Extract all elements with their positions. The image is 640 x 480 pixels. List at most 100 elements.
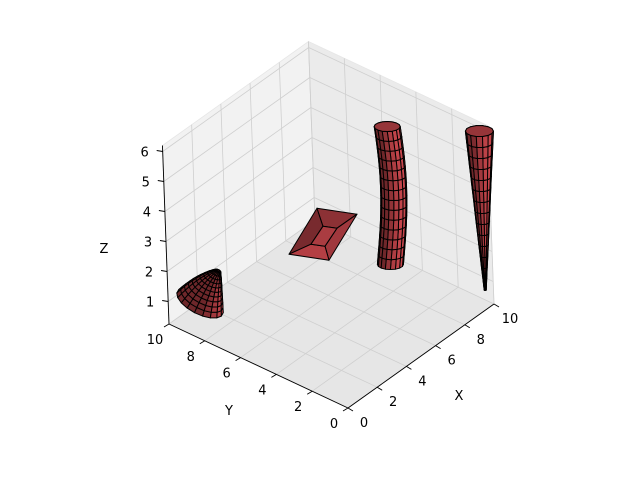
cylinder-facet bbox=[388, 209, 395, 221]
grid-z-back bbox=[166, 167, 314, 272]
y-axis-label: Y bbox=[224, 404, 233, 419]
grid-z-back bbox=[163, 77, 311, 182]
cylinder-facet bbox=[388, 199, 395, 211]
spike-facet bbox=[478, 191, 485, 203]
x-tick-mark bbox=[464, 324, 471, 329]
x-tick-mark bbox=[435, 345, 441, 349]
spike-facet bbox=[482, 146, 489, 159]
spike-facet bbox=[482, 246, 486, 258]
cone-facet bbox=[210, 306, 218, 313]
cone-facet bbox=[213, 291, 219, 298]
x-tick-mark bbox=[347, 407, 354, 412]
grid-x-wall bbox=[278, 62, 287, 241]
x-tick-mark bbox=[406, 366, 412, 370]
grid-y-wall bbox=[308, 41, 316, 221]
z-tick-mark bbox=[156, 150, 163, 152]
x-tick-label: 8 bbox=[477, 333, 485, 348]
grid-z-side bbox=[309, 77, 489, 162]
cylinder-facet bbox=[384, 150, 392, 162]
z-tick-mark bbox=[157, 180, 164, 182]
y-axis-ticks: 0 2 4 6 8 10 bbox=[147, 323, 349, 432]
spike-facet bbox=[475, 136, 484, 148]
spike-facet bbox=[477, 158, 484, 170]
cylinder-facet bbox=[388, 189, 395, 201]
y-axis-line bbox=[168, 323, 349, 409]
axis-lines bbox=[162, 145, 495, 409]
spike-facet bbox=[477, 169, 484, 181]
cone-facet bbox=[216, 279, 220, 285]
spike-facet bbox=[483, 279, 486, 291]
cylinder-facet bbox=[387, 219, 395, 231]
spike-facet bbox=[478, 180, 484, 192]
y-tick-label: 6 bbox=[222, 367, 230, 382]
hollow-square-frame bbox=[288, 207, 358, 261]
cone-facet bbox=[215, 283, 220, 289]
x-tick-label: 10 bbox=[502, 312, 519, 327]
z-axis-line bbox=[162, 145, 170, 325]
spike-facet bbox=[482, 134, 489, 148]
surface-objects bbox=[176, 121, 494, 319]
grid-x-floor bbox=[227, 282, 407, 367]
y-tick-mark bbox=[163, 323, 170, 328]
cylinder-facet bbox=[393, 199, 400, 211]
z-tick-mark bbox=[161, 270, 168, 272]
cone-like bbox=[176, 268, 224, 319]
spike-cap bbox=[464, 125, 494, 137]
grid-x-wall bbox=[220, 103, 228, 283]
x-tick-label: 2 bbox=[389, 395, 397, 410]
grid-y-wall bbox=[415, 91, 423, 271]
x-tick-label: 0 bbox=[360, 416, 368, 431]
cone-facet bbox=[212, 296, 219, 303]
x-axis-ticks: 0 2 4 6 8 10 bbox=[347, 303, 519, 431]
spike-facet bbox=[482, 168, 489, 181]
cylinder-facet bbox=[385, 248, 393, 261]
x-tick-label: 4 bbox=[418, 374, 426, 389]
y-tick-mark bbox=[306, 390, 313, 395]
spike-facet bbox=[483, 268, 486, 280]
z-tick-label: 2 bbox=[145, 266, 153, 281]
x-tick-mark bbox=[376, 386, 383, 391]
cylinder-facet bbox=[393, 189, 400, 201]
cylinder-facet bbox=[386, 170, 394, 182]
cylinder bbox=[373, 121, 408, 270]
z-tick-label: 1 bbox=[146, 296, 154, 311]
cylinder-facet bbox=[387, 179, 394, 192]
grid-y-wall bbox=[343, 58, 352, 237]
cylinder-facet bbox=[384, 258, 392, 270]
cylinder-facet bbox=[381, 130, 390, 142]
cylinder-facet bbox=[383, 140, 391, 152]
cone-facet bbox=[209, 311, 218, 319]
z-tick-mark bbox=[159, 240, 167, 242]
grid-x-floor bbox=[198, 302, 378, 388]
cylinder-cap bbox=[373, 121, 401, 132]
z-tick-label: 6 bbox=[141, 146, 149, 161]
grid-y-floor bbox=[276, 270, 423, 375]
grid-y-floor bbox=[240, 253, 387, 358]
cone-facet bbox=[217, 275, 221, 281]
y-tick-label: 0 bbox=[330, 417, 338, 432]
z-tick-label: 5 bbox=[142, 176, 150, 191]
frame-inner bbox=[310, 225, 338, 247]
y-tick-mark bbox=[342, 407, 349, 412]
spike-facet bbox=[480, 213, 485, 225]
y-tick-mark bbox=[235, 357, 241, 361]
grid-x-wall bbox=[191, 124, 199, 304]
cone-facet bbox=[214, 287, 220, 293]
spike-facet bbox=[480, 224, 485, 236]
y-tick-mark bbox=[199, 340, 206, 345]
z-tick-label: 4 bbox=[143, 206, 151, 221]
y-tick-label: 10 bbox=[147, 333, 164, 348]
grid-z-back bbox=[165, 137, 313, 242]
x-tick-label: 6 bbox=[447, 354, 455, 369]
grid-z-back bbox=[162, 47, 309, 152]
tapered-spike bbox=[464, 125, 494, 291]
z-axis-label: Z bbox=[100, 242, 109, 257]
x-axis-label: X bbox=[455, 389, 464, 404]
spike-facet bbox=[482, 257, 486, 269]
cylinder-facet bbox=[387, 229, 394, 241]
grid-x-wall bbox=[249, 83, 257, 262]
spike-facet bbox=[481, 235, 486, 247]
grid-z-side bbox=[308, 47, 488, 132]
